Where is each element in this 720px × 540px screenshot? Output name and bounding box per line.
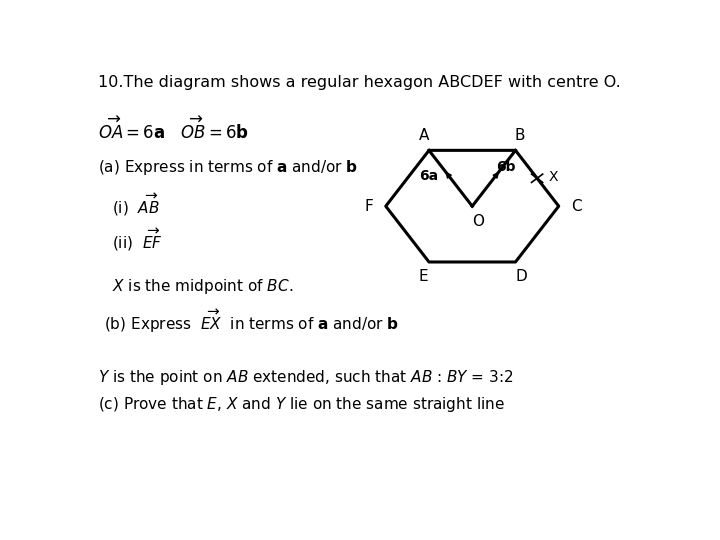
Text: O: O	[472, 214, 484, 228]
Text: X: X	[548, 171, 558, 185]
Text: (a) Express in terms of $\mathbf{a}$ and/or $\mathbf{b}$: (a) Express in terms of $\mathbf{a}$ and…	[99, 158, 359, 177]
Text: D: D	[516, 268, 527, 284]
Text: (b) Express  $\overrightarrow{EX}$  in terms of $\mathbf{a}$ and/or $\mathbf{b}$: (b) Express $\overrightarrow{EX}$ in ter…	[104, 308, 399, 335]
Text: F: F	[365, 199, 374, 214]
Text: (c) Prove that $E$, $X$ and $Y$ lie on the same straight line: (c) Prove that $E$, $X$ and $Y$ lie on t…	[99, 395, 505, 414]
Text: A: A	[419, 128, 430, 143]
Text: C: C	[571, 199, 582, 214]
Text: $Y$ is the point on $AB$ extended, such that $AB$ : $BY$ = 3:2: $Y$ is the point on $AB$ extended, such …	[99, 368, 514, 387]
Text: (ii)  $\overrightarrow{EF}$: (ii) $\overrightarrow{EF}$	[112, 227, 163, 253]
Text: 10.The diagram shows a regular hexagon ABCDEF with centre O.: 10.The diagram shows a regular hexagon A…	[99, 75, 621, 90]
Text: (i)  $\overrightarrow{AB}$: (i) $\overrightarrow{AB}$	[112, 192, 160, 218]
Text: $X$ is the midpoint of $BC$.: $X$ is the midpoint of $BC$.	[112, 277, 294, 296]
Text: $\overrightarrow{OA}=6\mathbf{a}$   $\overrightarrow{OB}=6\mathbf{b}$: $\overrightarrow{OA}=6\mathbf{a}$ $\over…	[99, 117, 250, 143]
Text: 6b: 6b	[496, 160, 516, 174]
Text: E: E	[418, 268, 428, 284]
Text: B: B	[515, 128, 525, 143]
Text: 6a: 6a	[419, 169, 438, 183]
